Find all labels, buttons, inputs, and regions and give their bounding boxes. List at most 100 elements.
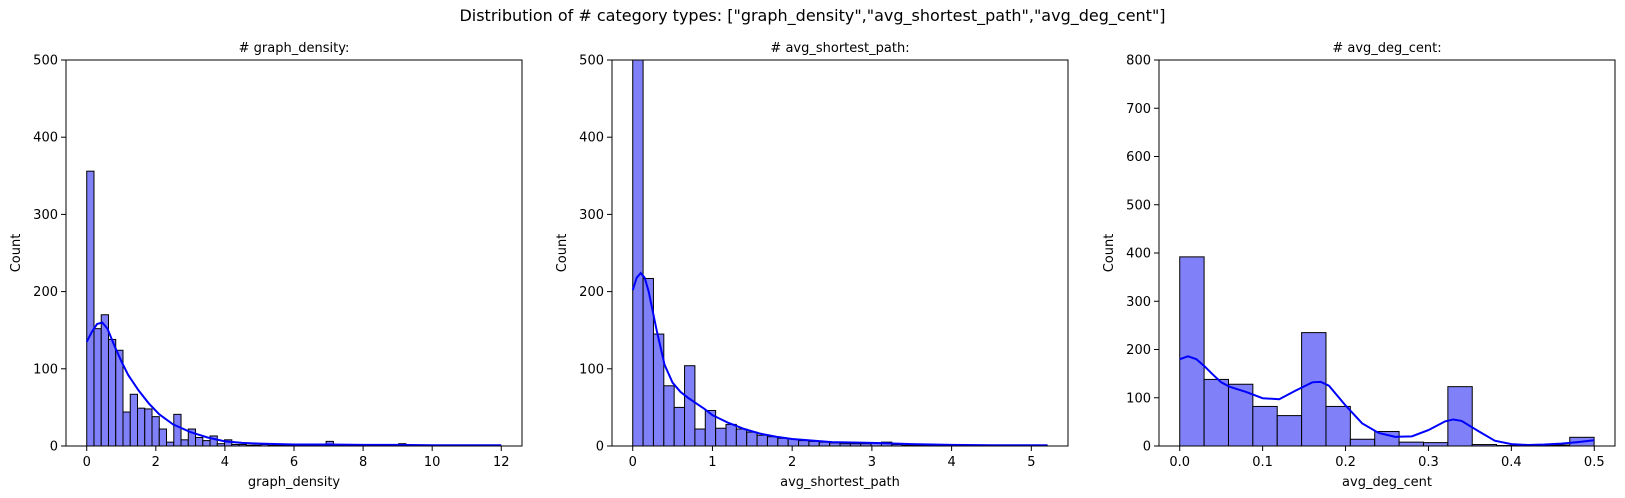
subplot-3: 0.0 0.1 0.2 0.3 0.4 0.5 0 100 200 300 400 500 600 700… [1102, 41, 1616, 490]
subplot-title: # graph_density: [239, 41, 350, 56]
x-tick-label: 1 [708, 455, 716, 470]
kde-line [1179, 355, 1595, 447]
y-tick-label: 700 [1126, 102, 1151, 117]
histogram-bar [100, 314, 109, 447]
y-tick-label: 100 [579, 362, 604, 377]
y-tick-label: 600 [1126, 150, 1151, 165]
subplot-2: 0 1 2 3 4 5 0 100 200 300 400 500 # avg_shortest_pat… [555, 41, 1069, 490]
x-tick-label: 5 [1027, 455, 1035, 470]
histogram-bar [798, 440, 810, 447]
y-axis-label: Count [1102, 234, 1117, 273]
subplot-title: # avg_deg_cent: [1332, 41, 1441, 56]
x-tick-label: 4 [221, 455, 229, 470]
x-tick-label: 0.3 [1418, 455, 1439, 470]
y-tick-label: 0 [50, 440, 58, 455]
histogram-bar [173, 413, 182, 447]
histogram-bar [1349, 438, 1376, 447]
histogram-bar [202, 440, 211, 447]
histogram-bar [107, 338, 117, 447]
histogram-bar [122, 411, 131, 447]
histogram-bar [144, 408, 153, 447]
x-tick-label: 0 [629, 455, 637, 470]
y-tick-label: 200 [579, 285, 604, 300]
histogram-bar [746, 431, 758, 447]
histogram-bar [756, 434, 768, 447]
y-tick-label: 300 [33, 208, 58, 223]
x-axis-label: avg_shortest_path [780, 475, 900, 490]
x-tick-label: 2 [788, 455, 796, 470]
axes-frame [611, 59, 1069, 447]
x-tick-label: 0.5 [1584, 455, 1605, 470]
histogram-bar [1203, 378, 1229, 447]
histogram-bar [735, 428, 748, 447]
y-tick-label: 400 [1126, 247, 1151, 262]
y-tick-label: 800 [1126, 54, 1151, 69]
x-tick-label: 0.2 [1335, 455, 1356, 470]
y-tick-label: 0 [1143, 440, 1151, 455]
x-tick-label: 2 [152, 455, 160, 470]
histogram-bar [673, 406, 686, 447]
kde-line [631, 271, 1048, 447]
histogram-bar [1422, 442, 1449, 447]
x-tick-label: 3 [868, 455, 876, 470]
histogram-bar [115, 349, 124, 447]
histogram-bar [715, 427, 727, 447]
histogram-bar [1325, 405, 1351, 447]
subplot-1: 0 2 4 6 8 10 12 0 100 200 300 400 500 # graph_density… [9, 41, 523, 490]
x-tick-label: 12 [493, 455, 510, 470]
histogram-bar [1447, 386, 1473, 447]
x-tick-label: 0.4 [1501, 455, 1522, 470]
x-axis-label: avg_deg_cent [1342, 475, 1432, 490]
x-tick-label: 6 [290, 455, 298, 470]
histogram-bar [663, 385, 675, 447]
subplot-title: # avg_shortest_path: [770, 41, 909, 56]
axes-frame [65, 59, 523, 447]
histogram-bar [151, 416, 160, 447]
x-axis-label: graph_density [248, 475, 341, 490]
histogram-bar [725, 423, 737, 447]
histogram-bar [632, 59, 644, 447]
y-tick-label: 500 [579, 54, 604, 69]
x-tick-label: 0 [83, 455, 91, 470]
kde-line [85, 321, 502, 447]
y-tick-label: 500 [33, 54, 58, 69]
y-tick-label: 300 [579, 208, 604, 223]
y-tick-label: 400 [579, 131, 604, 146]
histogram-bar [158, 428, 168, 447]
histogram-bar [1276, 415, 1303, 447]
histogram-bar [694, 428, 706, 447]
y-tick-label: 200 [33, 285, 58, 300]
histogram-bar [766, 436, 779, 447]
histogram-bar [166, 441, 175, 447]
y-tick-label: 500 [1126, 198, 1151, 213]
x-tick-label: 4 [947, 455, 955, 470]
histogram-bar [180, 439, 189, 447]
histogram-bar [1301, 332, 1327, 447]
histogram-bar [1252, 405, 1278, 447]
x-tick-label: 0.0 [1169, 455, 1190, 470]
histogram-bar [86, 170, 95, 447]
histogram-bar [1398, 441, 1424, 447]
histogram-bar [1179, 256, 1205, 447]
histogram-bar [195, 437, 204, 447]
x-tick-label: 10 [424, 455, 441, 470]
histogram-bar [93, 328, 102, 447]
y-tick-label: 0 [596, 440, 604, 455]
y-tick-label: 100 [33, 362, 58, 377]
x-tick-label: 0.1 [1252, 455, 1273, 470]
y-axis-label: Count [9, 234, 24, 273]
histogram-bar [684, 365, 696, 447]
histogram-bar [129, 393, 138, 447]
y-tick-label: 300 [1126, 295, 1151, 310]
y-tick-label: 100 [1126, 391, 1151, 406]
y-tick-label: 200 [1126, 343, 1151, 358]
figure-title: Distribution of # category types: ["grap… [459, 6, 1166, 25]
y-tick-label: 400 [33, 131, 58, 146]
histogram-bar [137, 407, 146, 447]
histogram-bar [808, 440, 820, 447]
y-axis-label: Count [555, 234, 570, 273]
histogram-bar [777, 437, 789, 447]
x-tick-label: 8 [359, 455, 367, 470]
